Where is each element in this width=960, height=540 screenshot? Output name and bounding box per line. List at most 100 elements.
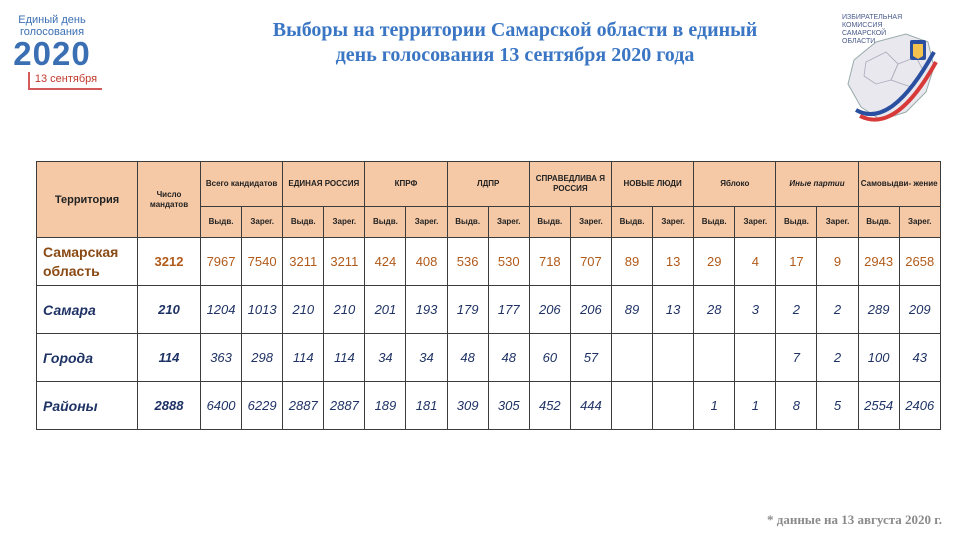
table-cell: 89 — [610, 237, 654, 286]
subheader-nominated: Выдв. — [528, 206, 571, 238]
table-cell: 2658 — [898, 237, 941, 286]
election-day-logo: Единый день голосования 2020 13 сентября — [10, 14, 110, 104]
table-cell: 2 — [816, 333, 859, 382]
table-cell: 48 — [487, 333, 530, 382]
table-cell: 2 — [775, 285, 818, 334]
table-cell: 29 — [693, 237, 736, 286]
table-cell: 3211 — [282, 237, 325, 286]
table-cell: 34 — [405, 333, 448, 382]
group-header: Иные партии — [775, 161, 859, 207]
table-cell: 209 — [898, 285, 941, 334]
group-header: КПРФ — [364, 161, 448, 207]
table-cell: 2 — [816, 285, 859, 334]
table-cell — [652, 381, 695, 430]
table-cell: 4 — [734, 237, 777, 286]
group-header: Яблоко — [693, 161, 777, 207]
logo-date: 13 сентября — [34, 73, 98, 85]
table-cell: 444 — [569, 381, 612, 430]
table-cell: 707 — [569, 237, 612, 286]
table-cell: 179 — [446, 285, 489, 334]
mandates-cell: 2888 — [137, 381, 201, 430]
subheader-registered: Зарег. — [405, 206, 448, 238]
subheader-nominated: Выдв. — [610, 206, 654, 238]
table-row: Города 114 363 298 114 114 34 34 48 48 60 57 7 2 100 43 — [36, 333, 941, 382]
elections-table: Территория Число мандатов Всего кандидат… — [36, 161, 941, 430]
table-cell: 305 — [487, 381, 530, 430]
subheader-registered: Зарег. — [898, 206, 941, 238]
table-cell: 1 — [693, 381, 736, 430]
table-cell — [610, 381, 654, 430]
subheader-registered: Зарег. — [487, 206, 530, 238]
table-cell: 13 — [652, 237, 695, 286]
table-cell: 6400 — [199, 381, 243, 430]
table-cell: 177 — [487, 285, 530, 334]
subheader-registered: Зарег. — [816, 206, 859, 238]
table-cell: 114 — [323, 333, 366, 382]
table-cell: 193 — [405, 285, 448, 334]
table-cell: 298 — [241, 333, 284, 382]
subheader-registered: Зарег. — [734, 206, 777, 238]
table-cell: 2406 — [898, 381, 941, 430]
table-cell: 530 — [487, 237, 530, 286]
table-cell: 189 — [364, 381, 407, 430]
table-cell: 424 — [364, 237, 407, 286]
table-cell: 289 — [857, 285, 900, 334]
table-cell: 181 — [405, 381, 448, 430]
subheader-nominated: Выдв. — [446, 206, 489, 238]
table-row: Самара 210 1204 1013 210 210 201 193 179 177 206 20… — [36, 285, 941, 334]
col-territory: Территория — [36, 161, 138, 238]
table-cell: 201 — [364, 285, 407, 334]
table-cell: 1 — [734, 381, 777, 430]
election-commission-logo: ИЗБИРАТЕЛЬНАЯ КОМИССИЯ САМАРСКОЙ ОБЛАСТИ — [836, 12, 941, 137]
table-cell: 7540 — [241, 237, 284, 286]
table-cell: 309 — [446, 381, 489, 430]
subheader-registered: Зарег. — [652, 206, 695, 238]
table-cell — [652, 333, 695, 382]
table-cell: 7967 — [199, 237, 243, 286]
subheader-registered: Зарег. — [569, 206, 612, 238]
table-cell: 452 — [528, 381, 571, 430]
table-row: Районы 2888 6400 6229 2887 2887 189 181 309 305 45… — [36, 381, 941, 430]
table-cell: 206 — [528, 285, 571, 334]
logo-line1: Единый день — [18, 14, 86, 26]
table-cell — [610, 333, 654, 382]
table-cell: 28 — [693, 285, 736, 334]
table-cell: 5 — [816, 381, 859, 430]
territory-name: Города — [36, 333, 138, 382]
subheader-nominated: Выдв. — [199, 206, 243, 238]
table-cell: 2887 — [282, 381, 325, 430]
table-cell: 100 — [857, 333, 900, 382]
logo-line2: голосования — [19, 26, 85, 38]
table-cell: 718 — [528, 237, 571, 286]
table-cell: 13 — [652, 285, 695, 334]
table-cell — [734, 333, 777, 382]
table-cell: 9 — [816, 237, 859, 286]
group-header: ЕДИНАЯ РОССИЯ — [282, 161, 366, 207]
table-cell: 34 — [364, 333, 407, 382]
group-header: Всего кандидатов — [199, 161, 284, 207]
title-line1: Выборы на территории Самарской области в… — [272, 19, 758, 41]
subheader-nominated: Выдв. — [364, 206, 407, 238]
table-cell: 3 — [734, 285, 777, 334]
footnote: * данные на 13 августа 2020 г. — [767, 512, 942, 527]
table-cell: 8 — [775, 381, 818, 430]
subheader-nominated: Выдв. — [857, 206, 900, 238]
table-cell: 6229 — [241, 381, 284, 430]
table-cell: 48 — [446, 333, 489, 382]
subheader-nominated: Выдв. — [282, 206, 325, 238]
table-cell: 536 — [446, 237, 489, 286]
table-cell: 57 — [569, 333, 612, 382]
subheader-registered: Зарег. — [241, 206, 284, 238]
table-cell: 408 — [405, 237, 448, 286]
table-cell: 60 — [528, 333, 571, 382]
table-cell: 114 — [282, 333, 325, 382]
territory-name: Районы — [36, 381, 138, 430]
table-cell: 210 — [323, 285, 366, 334]
territory-name: Самара — [36, 285, 138, 334]
group-header: НОВЫЕ ЛЮДИ — [610, 161, 695, 207]
group-header: ЛДПР — [446, 161, 530, 207]
logo-date-frame: 13 сентября — [28, 72, 102, 90]
table-cell: 43 — [898, 333, 941, 382]
logo-year: 2020 — [13, 35, 91, 72]
